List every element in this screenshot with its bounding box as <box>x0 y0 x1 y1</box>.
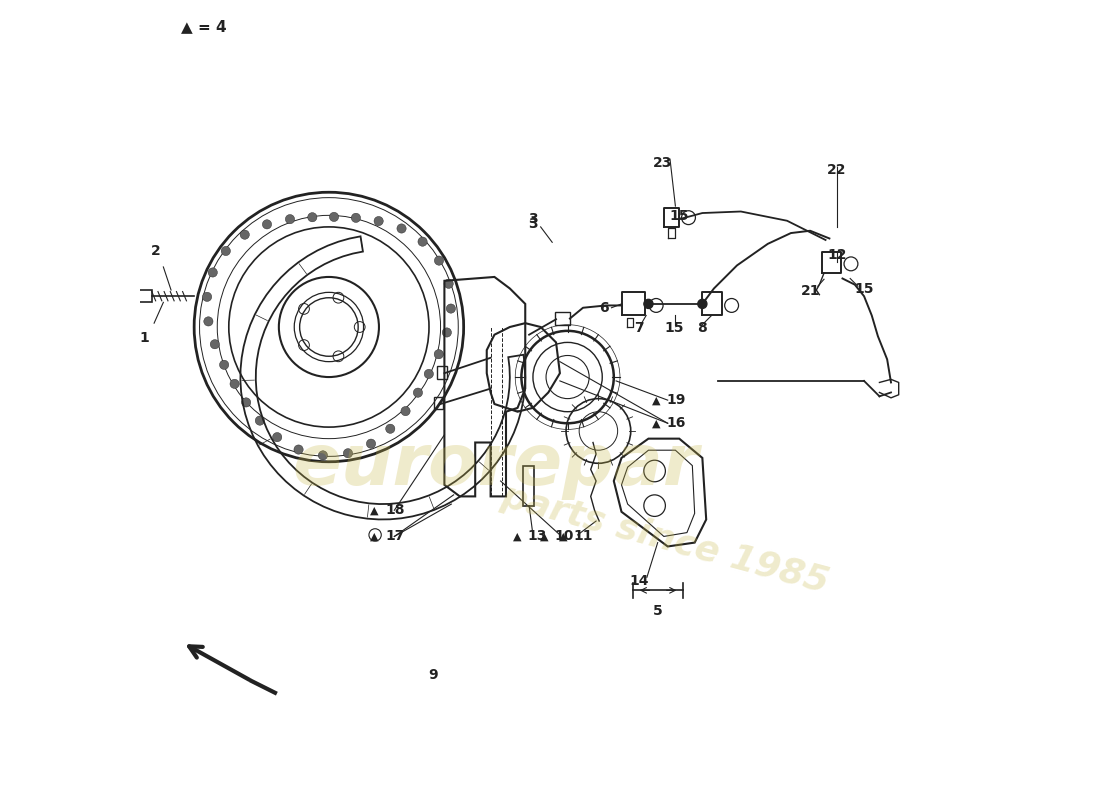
Text: 6: 6 <box>598 301 608 314</box>
Text: ▲: ▲ <box>651 418 660 428</box>
Text: 21: 21 <box>801 284 820 298</box>
Text: ▲: ▲ <box>540 531 548 542</box>
Circle shape <box>397 224 406 233</box>
Circle shape <box>255 416 264 426</box>
Text: ▲ = 4: ▲ = 4 <box>180 19 227 34</box>
Text: 14: 14 <box>629 574 649 588</box>
Text: 10: 10 <box>554 530 574 543</box>
Text: 18: 18 <box>385 503 405 518</box>
Text: 3: 3 <box>528 212 538 226</box>
Text: 19: 19 <box>667 393 685 407</box>
Text: ▲: ▲ <box>513 531 521 542</box>
Circle shape <box>220 360 229 370</box>
Text: 13: 13 <box>528 530 547 543</box>
Circle shape <box>343 449 353 458</box>
Circle shape <box>444 279 453 289</box>
Circle shape <box>221 246 230 256</box>
Circle shape <box>263 220 272 229</box>
Bar <box>138 290 152 302</box>
Circle shape <box>414 388 422 398</box>
Text: eurorepar: eurorepar <box>293 431 700 500</box>
Text: ▲: ▲ <box>371 531 378 542</box>
Text: ▲: ▲ <box>651 395 660 405</box>
Circle shape <box>202 292 211 302</box>
Circle shape <box>273 433 282 442</box>
Circle shape <box>240 230 250 239</box>
Circle shape <box>418 237 427 246</box>
Text: 8: 8 <box>697 321 707 335</box>
Circle shape <box>294 445 304 454</box>
Bar <box>438 366 447 378</box>
Text: 15: 15 <box>855 282 873 296</box>
Text: 15: 15 <box>664 321 684 335</box>
Text: 22: 22 <box>827 163 847 177</box>
Text: 5: 5 <box>652 604 662 618</box>
FancyBboxPatch shape <box>166 10 242 44</box>
Circle shape <box>425 370 433 378</box>
Text: 17: 17 <box>385 530 405 543</box>
Circle shape <box>434 256 443 266</box>
Text: ▲: ▲ <box>559 531 568 542</box>
Text: 11: 11 <box>574 530 593 543</box>
Circle shape <box>434 350 443 359</box>
Circle shape <box>242 398 251 407</box>
Circle shape <box>374 217 383 226</box>
Text: 2: 2 <box>151 244 161 258</box>
Text: 15: 15 <box>670 209 689 223</box>
Circle shape <box>208 268 218 277</box>
Circle shape <box>400 406 410 416</box>
Circle shape <box>285 214 295 224</box>
Circle shape <box>366 439 375 448</box>
Circle shape <box>447 304 455 313</box>
Circle shape <box>351 214 361 222</box>
Text: 16: 16 <box>667 416 685 430</box>
Circle shape <box>318 450 328 460</box>
Circle shape <box>204 317 213 326</box>
Text: parts since 1985: parts since 1985 <box>497 479 833 600</box>
Circle shape <box>308 213 317 222</box>
Bar <box>433 397 443 410</box>
Circle shape <box>644 299 653 309</box>
Text: 12: 12 <box>827 248 847 262</box>
Bar <box>554 312 570 325</box>
Text: ▲: ▲ <box>371 506 378 515</box>
Text: 3: 3 <box>528 217 538 231</box>
Circle shape <box>697 299 707 309</box>
Circle shape <box>442 328 451 337</box>
Circle shape <box>230 379 239 389</box>
Circle shape <box>329 212 339 222</box>
Circle shape <box>210 340 220 349</box>
Circle shape <box>386 424 395 434</box>
Text: 9: 9 <box>428 668 438 682</box>
Text: 23: 23 <box>652 156 672 170</box>
Text: 1: 1 <box>140 331 148 345</box>
Text: 7: 7 <box>635 321 643 335</box>
